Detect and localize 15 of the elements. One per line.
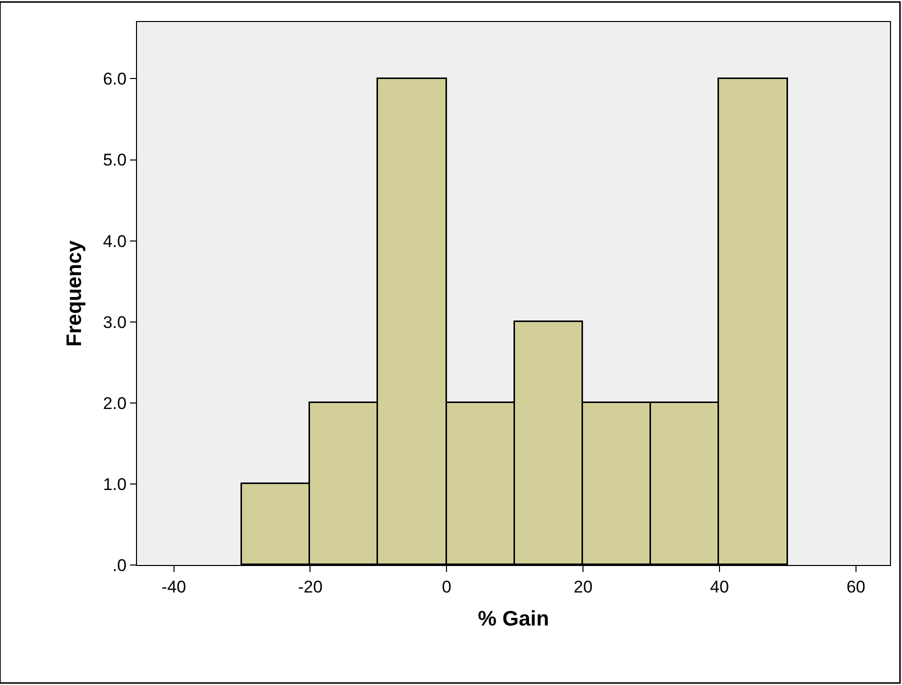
y-tick-label: .0 [112,556,127,575]
x-axis-title: % Gain [478,608,550,631]
y-tick-label: 3.0 [102,312,127,332]
y-tick-label: 5.0 [102,150,127,170]
y-tick-label: 2.0 [102,394,127,413]
y-tick-label: 1.0 [102,474,127,494]
x-tick-label: 60 [846,577,866,596]
x-tick-label: -40 [162,577,186,596]
x-tick-label: -20 [298,577,323,596]
x-tick-label: 0 [442,577,452,596]
x-tick-label: 20 [574,577,593,596]
y-axis-title: Frequency [63,240,86,347]
x-tick-label: 40 [710,577,729,596]
y-tick-label: 4.0 [102,232,127,251]
y-tick-label: 6.0 [102,70,127,89]
